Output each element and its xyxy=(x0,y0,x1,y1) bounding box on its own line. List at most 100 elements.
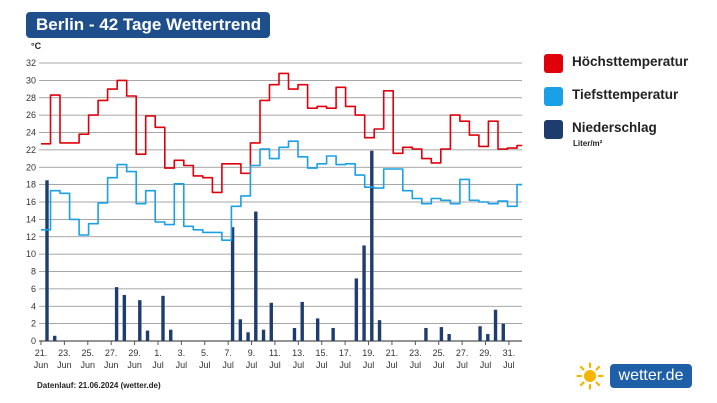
x-tick-labels: 21. Jun 23. Jun 25. Jun 27. Jun 29. Jun 1. Jul 3. Jul… xyxy=(34,341,515,370)
y-tick-label: 10 xyxy=(26,249,36,259)
precipitation-bar xyxy=(261,329,266,341)
y-tick-label: 16 xyxy=(26,197,36,207)
legend-label-low: Tiefsttemperatur xyxy=(572,87,679,102)
precipitation-bar xyxy=(300,301,304,341)
x-tick-day: 17. xyxy=(339,348,352,358)
legend-swatch-high xyxy=(544,54,563,73)
precipitation-bar xyxy=(269,302,273,341)
y-tick-label: 6 xyxy=(31,284,36,294)
legend-label-high: Höchsttemperatur xyxy=(572,54,689,69)
x-tick-day: 23. xyxy=(409,348,422,358)
precipitation-bar xyxy=(331,327,335,341)
precipitation-bar xyxy=(238,319,243,341)
x-tick-month: Jul xyxy=(456,360,468,370)
y-tick-label: 4 xyxy=(31,301,36,311)
x-tick-month: Jul xyxy=(269,360,281,370)
precipitation-bar xyxy=(246,332,250,341)
precipitation-bar xyxy=(501,323,505,341)
precipitation-bar xyxy=(370,150,374,341)
legend-label-precip: Niederschlag xyxy=(572,120,657,135)
x-tick-month: Jun xyxy=(127,360,142,370)
logo-text: wetter.de xyxy=(610,364,692,388)
x-tick-day: 23. xyxy=(58,348,71,358)
x-tick-month: Jul xyxy=(503,360,515,370)
y-tick-label: 22 xyxy=(26,145,36,155)
x-tick-day: 1. xyxy=(154,348,162,358)
x-tick-month: Jul xyxy=(363,360,375,370)
temperature-lines xyxy=(41,72,523,241)
x-tick-day: 9. xyxy=(248,348,256,358)
y-tick-label: 20 xyxy=(26,162,36,172)
precipitation-bar xyxy=(114,287,119,341)
wetter-de-logo[interactable]: wetter.de xyxy=(576,362,692,390)
precipitation-bar xyxy=(145,330,150,341)
x-tick-day: 19. xyxy=(362,348,375,358)
x-tick-month: Jun xyxy=(34,360,49,370)
precipitation-bar xyxy=(377,320,382,341)
y-tick-label: 8 xyxy=(31,267,36,277)
precipitation-bar xyxy=(53,335,57,341)
x-tick-month: Jul xyxy=(293,360,305,370)
x-tick-month: Jul xyxy=(316,360,328,370)
precipitation-bar xyxy=(45,180,49,341)
x-tick-month: Jun xyxy=(104,360,119,370)
chart-title: Berlin - 42 Tage Wettertrend xyxy=(26,12,270,38)
x-tick-month: Jun xyxy=(81,360,96,370)
x-tick-day: 3. xyxy=(178,348,186,358)
x-tick-month: Jul xyxy=(480,360,492,370)
x-tick-day: 21. xyxy=(35,348,48,358)
low-temp-line xyxy=(41,140,523,241)
precipitation-bar xyxy=(486,334,490,341)
precipitation-bar xyxy=(122,294,127,341)
x-tick-month: Jul xyxy=(410,360,422,370)
y-tick-label: 24 xyxy=(26,128,36,138)
precipitation-bar xyxy=(315,318,320,341)
y-tick-label: 26 xyxy=(26,110,36,120)
precipitation-bars xyxy=(45,150,505,341)
y-tick-label: 12 xyxy=(26,232,36,242)
precipitation-bar xyxy=(362,245,366,341)
sun-icon xyxy=(576,362,604,390)
x-tick-day: 25. xyxy=(432,348,445,358)
y-tick-label: 28 xyxy=(26,93,36,103)
high-temp-line xyxy=(41,72,523,194)
x-tick-day: 21. xyxy=(386,348,399,358)
precipitation-bar xyxy=(169,329,173,341)
x-tick-month: Jul xyxy=(246,360,258,370)
x-tick-month: Jun xyxy=(57,360,72,370)
y-tick-label: 32 xyxy=(26,58,36,68)
x-tick-day: 29. xyxy=(128,348,141,358)
x-tick-day: 27. xyxy=(105,348,118,358)
precipitation-bar xyxy=(439,327,444,341)
x-tick-month: Jul xyxy=(176,360,188,370)
precipitation-bar xyxy=(447,334,451,341)
x-tick-day: 13. xyxy=(292,348,305,358)
y-tick-label: 30 xyxy=(26,75,36,85)
precipitation-bar xyxy=(292,327,297,341)
precipitation-bar xyxy=(138,300,142,341)
y-tick-label: 18 xyxy=(26,180,36,190)
precipitation-bar xyxy=(424,327,428,341)
precipitation-bar xyxy=(354,278,359,341)
x-tick-month: Jul xyxy=(339,360,351,370)
x-tick-day: 27. xyxy=(456,348,469,358)
precipitation-bar xyxy=(254,211,258,341)
precipitation-bar xyxy=(493,309,498,341)
x-tick-day: 11. xyxy=(269,348,281,358)
x-tick-month: Jul xyxy=(199,360,211,370)
precipitation-bar xyxy=(161,295,165,341)
x-tick-month: Jul xyxy=(386,360,398,370)
grid-lines xyxy=(39,62,522,342)
x-tick-day: 29. xyxy=(479,348,492,358)
precipitation-bar xyxy=(478,326,482,341)
x-tick-month: Jul xyxy=(152,360,164,370)
x-tick-day: 25. xyxy=(82,348,95,358)
y-axis-unit: °C xyxy=(31,41,42,51)
precipitation-bar xyxy=(230,227,235,341)
x-tick-day: 15. xyxy=(315,348,328,358)
x-tick-day: 31. xyxy=(503,348,516,358)
legend-swatch-precip xyxy=(544,120,563,139)
legend-swatch-low xyxy=(544,87,563,106)
